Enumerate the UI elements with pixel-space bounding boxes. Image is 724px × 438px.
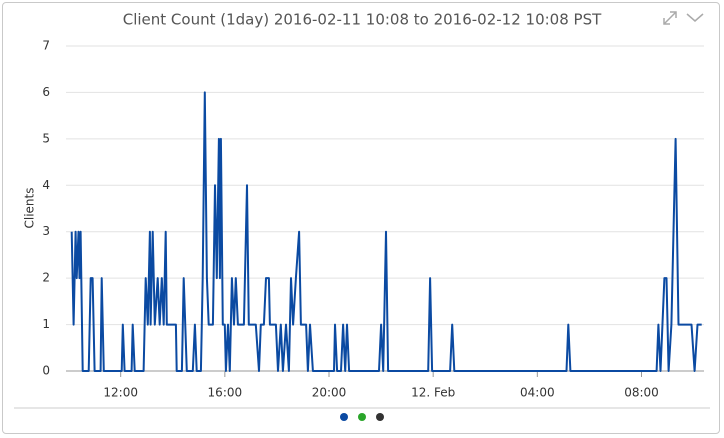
x-tick-label: 16:00 <box>208 386 243 400</box>
x-tick-label: 12. Feb <box>411 386 455 400</box>
line <box>70 91 702 372</box>
page-dot[interactable] <box>340 413 348 421</box>
y-tick-label: 6 <box>42 85 50 99</box>
x-tick-label: 08:00 <box>624 386 659 400</box>
y-tick-label: 3 <box>42 224 50 238</box>
y-axis-label: Clients <box>23 188 37 229</box>
x-tick-label: 20:00 <box>312 386 347 400</box>
x-tick-label: 12:00 <box>103 386 138 400</box>
y-tick-label: 1 <box>42 317 50 331</box>
x-tick-label: 04:00 <box>520 386 555 400</box>
y-tick-label: 0 <box>42 364 50 378</box>
y-tick-label: 5 <box>42 131 50 145</box>
expand-icon[interactable] <box>663 11 677 25</box>
y-tick-label: 7 <box>42 39 50 53</box>
widget-card <box>2 2 720 434</box>
collapse-icon[interactable] <box>686 13 704 22</box>
y-tick-label: 2 <box>42 271 50 285</box>
y-tick-label: 4 <box>42 178 50 192</box>
chart-title: Client Count (1day) 2016-02-11 10:08 to … <box>123 11 602 29</box>
page-dot[interactable] <box>358 413 366 421</box>
page-dot[interactable] <box>376 413 384 421</box>
